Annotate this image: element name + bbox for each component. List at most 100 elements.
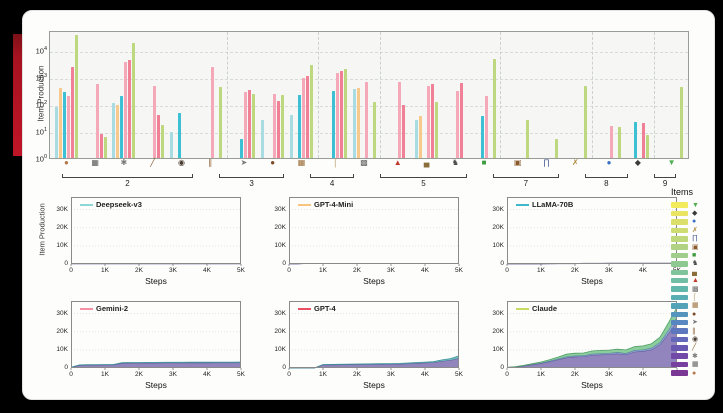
legend-swatch bbox=[671, 219, 688, 225]
bar-Gemini-2 bbox=[484, 95, 488, 158]
top-ytick: 104 bbox=[35, 45, 47, 56]
subplot-Deepseek-v3: Deepseek-v3 0 1K 2K 3K 4K 5K 0 10K 20K 30K Steps bbox=[56, 197, 245, 286]
xtick-label: 0 bbox=[287, 371, 291, 378]
legend-swatch bbox=[671, 227, 688, 234]
xtick-label: 1K bbox=[537, 267, 545, 274]
bar-GPT-4 bbox=[642, 122, 646, 158]
armor-stand-icon: ♞ bbox=[451, 158, 459, 167]
bar-Claude bbox=[74, 35, 78, 158]
bar-Gemini-2 bbox=[364, 82, 368, 158]
bar-Deepseek-v3 bbox=[415, 120, 419, 158]
bar-Claude bbox=[617, 127, 621, 158]
legend-swatch bbox=[671, 328, 688, 334]
chest-icon: ▣ bbox=[514, 158, 522, 167]
bracket-label: 7 bbox=[523, 179, 529, 188]
legend-line-sample bbox=[298, 203, 311, 206]
gridline bbox=[50, 78, 688, 80]
bar-GPT-4-Mini bbox=[356, 88, 360, 158]
legend-line-sample bbox=[516, 307, 529, 310]
bar-Gemini-2 bbox=[273, 93, 277, 158]
bar-LLaMA-70B bbox=[120, 96, 124, 158]
legend-swatch bbox=[671, 303, 688, 309]
chest-icon: ▣ bbox=[692, 243, 699, 251]
legend-row: ▲ bbox=[671, 277, 715, 285]
crafting-table-icon: ▦ bbox=[692, 302, 699, 310]
steps-xlabel: Steps bbox=[363, 380, 385, 390]
bar-group-2: ● ▦ ✱ ╱ ◉ ∥ bbox=[50, 32, 228, 167]
bar-Gemini-2 bbox=[244, 91, 248, 158]
legend-row: ▦ bbox=[671, 360, 715, 368]
bar-item: ✱ bbox=[110, 32, 139, 167]
bar-Claude bbox=[343, 68, 347, 158]
bar-item: ● bbox=[258, 32, 287, 167]
subplot-legend: LLaMA-70B bbox=[516, 200, 573, 209]
steps-xlabel: Steps bbox=[145, 380, 167, 390]
xtick-label: 4K bbox=[421, 371, 429, 378]
bar-item: ● bbox=[595, 32, 624, 167]
xtick-label: 0 bbox=[505, 371, 509, 378]
bracket-label: 4 bbox=[329, 179, 335, 188]
bar-Deepseek-v3 bbox=[289, 114, 293, 158]
torch-icon: ⌠ bbox=[332, 158, 338, 167]
legend-swatch bbox=[671, 244, 688, 250]
subplot-row1-ylabel: Item Production bbox=[37, 203, 47, 256]
xtick-label: 0 bbox=[69, 371, 73, 378]
subplot-legend: GPT-4 bbox=[298, 304, 336, 313]
crossbow-icon: ✗ bbox=[571, 158, 579, 167]
bar-Gemini-2 bbox=[95, 84, 99, 158]
iron-bars-icon: ▩ bbox=[692, 285, 699, 293]
xtick-label: 0 bbox=[505, 267, 509, 274]
bar-item: ➤ bbox=[230, 32, 259, 167]
bar-item: ⌠ bbox=[321, 32, 350, 167]
legend-row: ◆ bbox=[671, 209, 715, 217]
ytick-label: 0 bbox=[64, 260, 68, 267]
ytick-label: 0 bbox=[282, 260, 286, 267]
rails-icon: ∥ bbox=[692, 327, 696, 335]
legend-swatch bbox=[671, 277, 688, 284]
legend-swatch bbox=[671, 236, 688, 242]
bar-group-9: ▼ bbox=[655, 32, 688, 167]
bracket-group-8: 8 bbox=[572, 174, 642, 188]
legend-row: ╱ bbox=[671, 344, 715, 352]
xtick-label: 3K bbox=[605, 371, 613, 378]
bar-Claude bbox=[680, 86, 684, 158]
legend-row: ∏ bbox=[671, 235, 715, 243]
legend-swatch bbox=[671, 370, 688, 376]
bar-group-5: ▲ ▄ ♞ ■ bbox=[381, 32, 502, 167]
figure-card: Item Production 100 101 102 103 104 ● ▦ ✱ ╱ ◉ ∥ ➤ ●… bbox=[22, 10, 715, 400]
bar-item: ● bbox=[52, 32, 81, 167]
legend-swatch bbox=[671, 336, 688, 343]
legend-swatch bbox=[671, 353, 688, 359]
leggings-icon: ∏ bbox=[543, 158, 550, 167]
ytick-label: 10K bbox=[56, 241, 68, 249]
top-chart-ylabel: Item Production bbox=[36, 65, 46, 122]
legend-line-sample bbox=[80, 307, 93, 310]
bar-LLaMA-70B bbox=[297, 94, 301, 158]
steps-xlabel: Steps bbox=[363, 276, 385, 286]
xtick-label: 2K bbox=[571, 267, 579, 274]
legend-row: ▼ bbox=[671, 201, 715, 209]
top-ytick: 103 bbox=[35, 72, 47, 83]
torch-icon: ⌠ bbox=[692, 293, 697, 301]
xtick-label: 4K bbox=[203, 267, 211, 274]
bracket-line bbox=[584, 174, 629, 178]
bracket-group-9: 9 bbox=[641, 174, 689, 188]
xtick-label: 0 bbox=[69, 267, 73, 274]
bracket-line bbox=[62, 174, 193, 178]
ytick-label: 10K bbox=[56, 345, 68, 353]
bracket-label: 9 bbox=[662, 179, 668, 188]
xtick-label: 3K bbox=[169, 267, 177, 274]
red-accent-stripe bbox=[13, 34, 22, 156]
bar-Deepseek-v3 bbox=[261, 120, 265, 158]
bracket-group-7: 7 bbox=[480, 174, 571, 188]
ytick-label: 20K bbox=[492, 223, 504, 231]
top-ytick: 101 bbox=[35, 126, 47, 137]
ytick-label: 20K bbox=[492, 327, 504, 335]
legend-line-sample bbox=[298, 307, 311, 310]
legend-row: ➤ bbox=[671, 318, 715, 326]
bar-group-4: ⌠ ▩ bbox=[319, 32, 382, 167]
top-ytick: 100 bbox=[35, 154, 47, 164]
bracket-label: 3 bbox=[249, 179, 254, 188]
xtick-label: 4K bbox=[421, 267, 429, 274]
